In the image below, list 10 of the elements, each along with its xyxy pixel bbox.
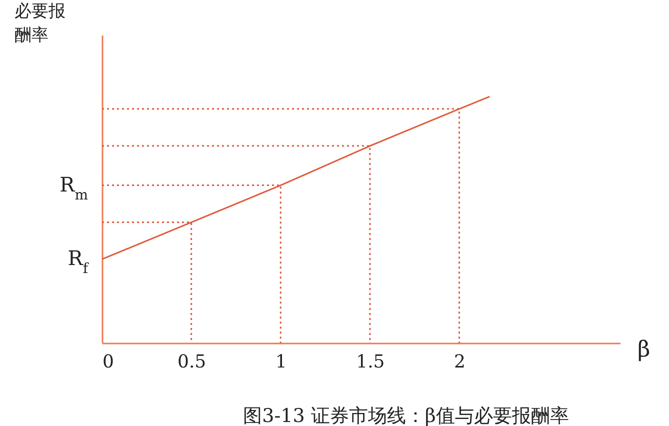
x-tick-label: 0.5 xyxy=(177,352,206,372)
y-axis-title: 必要报酬率 xyxy=(14,2,66,46)
x-tick-label: 2 xyxy=(454,352,466,372)
x-tick-label: 0 xyxy=(102,352,114,372)
annotation: R$_{m}$ xyxy=(60,172,88,204)
x-tick-label: 1.5 xyxy=(356,352,385,372)
x-tick-label: 1 xyxy=(275,352,287,372)
x-axis-title: β xyxy=(638,338,650,362)
annotation: R$_{f}$ xyxy=(68,246,90,278)
text: 图3-13 证券市场线：β值与必要报酬率 xyxy=(243,405,569,426)
